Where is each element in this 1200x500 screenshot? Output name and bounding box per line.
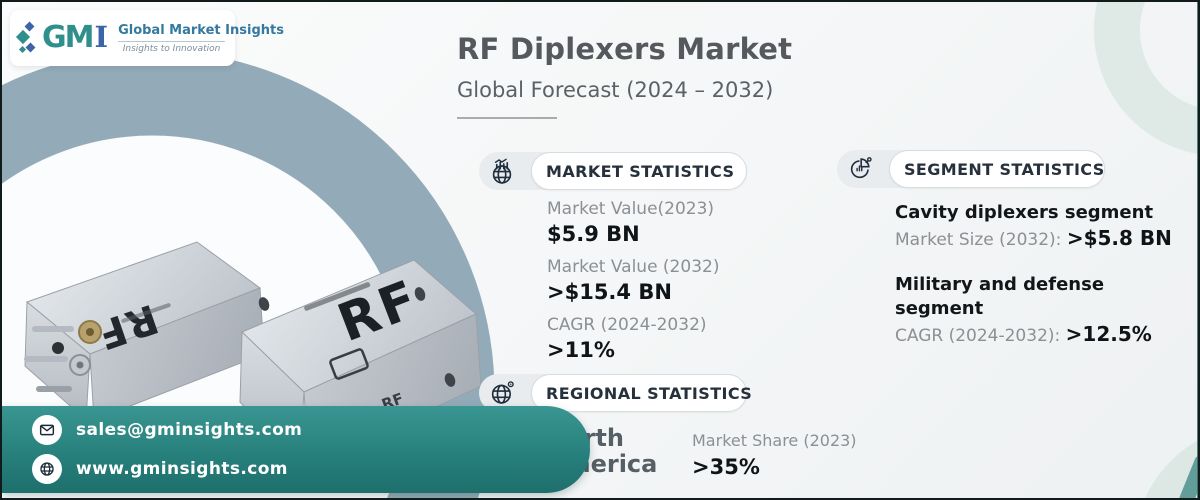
page-title: RF Diplexers Market: [457, 32, 793, 66]
right-edge-strip: [1197, 2, 1198, 498]
contact-website: www.gminsights.com: [76, 459, 288, 479]
globe-chart-icon: [486, 155, 518, 187]
market-value-2032-value: >$15.4 BN: [547, 280, 672, 305]
market-statistics-list: Market Value(2023) $5.9 BN Market Value …: [547, 198, 797, 373]
subtitle-underline: [457, 117, 557, 119]
globe-pin-icon: [486, 377, 518, 409]
segment-2-value: >12.5%: [1065, 321, 1152, 346]
envelope-icon: [32, 415, 62, 445]
segment-statistics-header: SEGMENT STATISTICS: [837, 150, 1105, 188]
gmi-logo-gm: GM: [42, 20, 95, 55]
market-statistics-title: MARKET STATISTICS: [531, 152, 747, 190]
teal-sliver: [1175, 455, 1198, 498]
segment-2-label: CAGR (2024-2032):: [895, 325, 1061, 346]
gmi-logo: GM I Global Market Insights Insights to …: [10, 10, 284, 66]
region-share-label: Market Share (2023): [692, 431, 857, 450]
contact-website-link[interactable]: www.gminsights.com: [32, 454, 590, 484]
market-statistics-header: MARKET STATISTICS: [479, 152, 747, 190]
pie-chart-icon: [844, 153, 876, 185]
market-value-2023-label: Market Value(2023): [547, 199, 715, 219]
contact-email: sales@gminsights.com: [76, 420, 303, 440]
diplexer-back-box: RF: [24, 241, 265, 422]
report-header: RF Diplexers Market Global Forecast (202…: [457, 32, 887, 119]
gmi-logo-diamonds: [15, 16, 36, 60]
market-value-2032-label: Market Value (2032): [547, 257, 720, 278]
logo-tagline: Insights to Innovation: [118, 40, 225, 54]
cagr-value: >11%: [547, 338, 615, 363]
regional-statistics-title: REGIONAL STATISTICS: [531, 374, 752, 412]
segment-1-label: Market Size (2032):: [895, 230, 1062, 251]
segment-statistics-list: Cavity diplexers segment Market Size (20…: [895, 201, 1195, 369]
contact-email-link[interactable]: sales@gminsights.com: [32, 415, 590, 445]
ring-top-right: [1094, 2, 1198, 155]
market-value-2023-value: $5.9 BN: [547, 221, 640, 246]
gmi-logo-i: I: [94, 20, 109, 54]
cagr-label: CAGR (2024-2032): [547, 315, 707, 336]
segment-1-value: >$5.8 BN: [1066, 226, 1172, 251]
contact-banner: sales@gminsights.com www.gminsights.com: [2, 406, 590, 493]
segment-statistics-title: SEGMENT STATISTICS: [889, 150, 1105, 188]
segment-2-title: Military and defense segment: [895, 274, 1105, 319]
gmi-logo-mark: GM I: [42, 23, 108, 53]
page-subtitle: Global Forecast (2024 – 2032): [457, 78, 774, 102]
web-globe-icon: [32, 454, 62, 484]
region-share-value: >35%: [692, 454, 760, 479]
regional-statistics-header: REGIONAL STATISTICS: [479, 374, 752, 412]
logo-company-name: Global Market Insights: [118, 22, 284, 38]
segment-1-title: Cavity diplexers segment: [895, 202, 1154, 223]
region-share: Market Share (2023) >35%: [692, 430, 857, 489]
